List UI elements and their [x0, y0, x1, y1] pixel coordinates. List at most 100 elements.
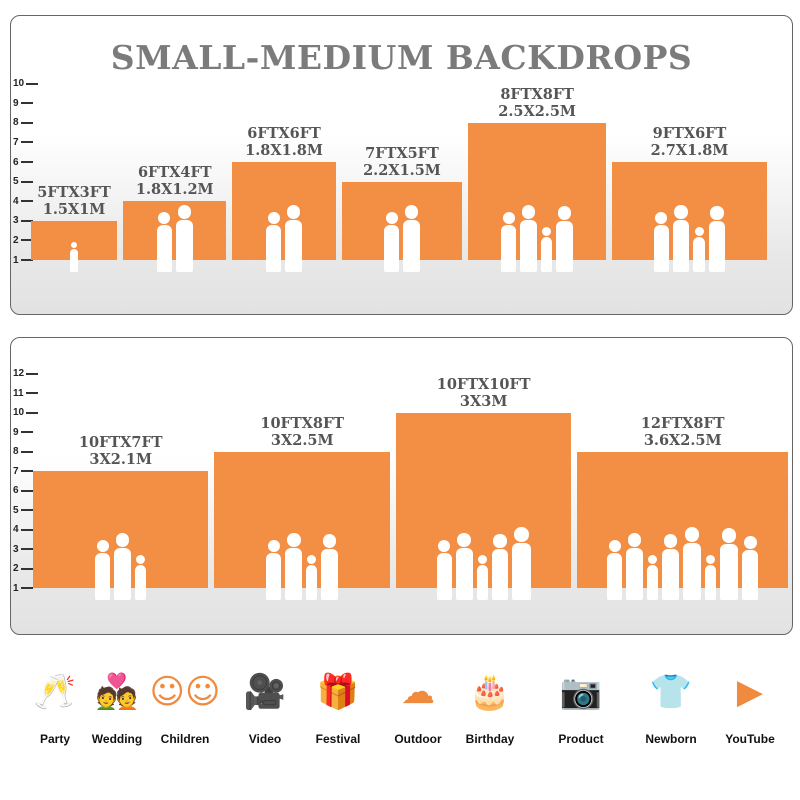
people-silhouettes: [232, 205, 335, 272]
person-body: [491, 548, 509, 600]
person-body: [403, 219, 420, 272]
person-head: [404, 205, 419, 219]
ruler-tick-mark: [20, 528, 33, 531]
use-item: ▶ YouTube: [710, 668, 790, 746]
person-head: [514, 527, 529, 543]
person-silhouette: [541, 226, 553, 272]
play-button-icon: ▶: [736, 672, 764, 712]
size-label-m: 1.5X1M: [42, 200, 106, 218]
person-head: [674, 205, 688, 219]
ruler-tick-mark: [20, 587, 33, 589]
ruler-tick: 5: [13, 176, 33, 187]
ruler-tick: 7: [13, 137, 33, 148]
person-head: [385, 212, 398, 225]
person-head: [477, 554, 487, 564]
person-head: [457, 533, 471, 547]
person-body: [266, 553, 282, 600]
size-label-ft: 8FTX8FT: [500, 85, 574, 103]
camera-icon: 📷: [559, 672, 603, 712]
ruler-tick-label: 7: [13, 465, 19, 477]
size-label-m: 3X2.5M: [270, 431, 334, 449]
size-label-ft: 5FTX3FT: [37, 183, 111, 201]
person-body: [436, 553, 452, 600]
ruler-tick-label: 1: [13, 582, 19, 594]
ruler-tick-label: 8: [13, 446, 19, 457]
size-label-m: 3X2.1M: [89, 451, 153, 468]
person-head: [522, 205, 536, 219]
ruler-tick: 11: [13, 388, 38, 399]
person-body: [662, 548, 679, 600]
person-silhouette: [134, 554, 147, 600]
size-label-ft: 10FTX10FT: [436, 375, 531, 393]
person-head: [502, 212, 515, 225]
use-label: Party: [39, 732, 71, 746]
people-silhouettes: [612, 205, 767, 272]
size-label-ft: 12FTX8FT: [640, 414, 725, 432]
person-head: [663, 534, 678, 548]
size-label-ft: 6FTX6FT: [247, 125, 321, 142]
person-silhouette: [70, 241, 78, 272]
size-item: 9FTX6FT 2.7X1.8M: [612, 16, 767, 272]
gift-box-icon: 🎁: [316, 672, 360, 712]
person-body: [384, 225, 400, 272]
person-silhouette: [720, 528, 739, 600]
ruler-tick-mark: [20, 180, 33, 183]
ruler-tick: 5: [13, 505, 33, 516]
birthday-cake-icon: 🎂: [468, 672, 512, 712]
backdrop-bar: [577, 451, 788, 600]
ruler-tick-mark: [20, 431, 33, 433]
backdrop-bar: [232, 162, 336, 272]
ruler-tick: 3: [13, 544, 33, 555]
person-head: [627, 533, 642, 547]
person-silhouette: [491, 534, 509, 600]
person-head: [438, 540, 451, 553]
person-silhouette: [403, 205, 420, 272]
person-silhouette: [476, 554, 488, 600]
person-head: [267, 212, 280, 225]
size-label-m: 1.8X1.2M: [135, 181, 214, 199]
person-silhouette: [742, 536, 759, 600]
ruler-tick-label: 8: [13, 117, 19, 129]
person-silhouette: [306, 554, 318, 600]
person-head: [655, 212, 668, 225]
person-head: [323, 534, 337, 548]
size-item: 5FTX3FT 1.5X1M: [31, 16, 118, 272]
person-body: [607, 553, 623, 600]
person-silhouette: [321, 534, 338, 600]
ruler-tick-mark: [20, 489, 33, 492]
person-silhouette: [520, 205, 538, 272]
ruler-tick-label: 9: [13, 426, 19, 438]
person-silhouette: [266, 212, 282, 272]
backdrop-bar: [123, 201, 227, 272]
person-silhouette: [556, 206, 573, 272]
ruler-tick: 12: [13, 368, 39, 379]
people-silhouettes: [342, 205, 463, 272]
person-body: [693, 236, 705, 272]
person-head: [706, 554, 716, 564]
movie-camera-icon: 🎥: [243, 672, 287, 712]
ruler-tick-mark: [20, 141, 33, 144]
person-head: [286, 205, 301, 219]
person-head: [493, 534, 507, 548]
person-head: [743, 536, 757, 550]
person-silhouette: [512, 527, 531, 600]
person-body: [672, 219, 690, 272]
person-silhouette: [266, 540, 282, 600]
backdrop-bar: [341, 181, 463, 272]
size-label-m: 3X3M: [459, 392, 508, 410]
use-item: 🥂 Party: [15, 668, 95, 746]
ruler-tick-label: 2: [13, 563, 19, 574]
person-head: [267, 540, 280, 553]
size-label-m: 1.8X1.8M: [245, 142, 323, 159]
size-label-ft: 10FTX8FT: [260, 414, 345, 432]
person-body: [704, 564, 717, 600]
ruler-tick: 7: [13, 465, 33, 477]
size-label-m: 2.2X1.5M: [363, 161, 441, 179]
ruler-tick-label: 6: [13, 485, 19, 496]
people-silhouettes: [396, 527, 571, 600]
person-body: [285, 219, 302, 272]
ruler-tick-mark: [20, 161, 33, 163]
ruler-tick-mark: [20, 219, 33, 222]
ruler-tick-mark: [26, 82, 39, 85]
size-bars: 5FTX3FT 1.5X1M 6FTX4FT 1.8X1.2M 6FTX6FT 1.8X1…: [31, 16, 767, 272]
